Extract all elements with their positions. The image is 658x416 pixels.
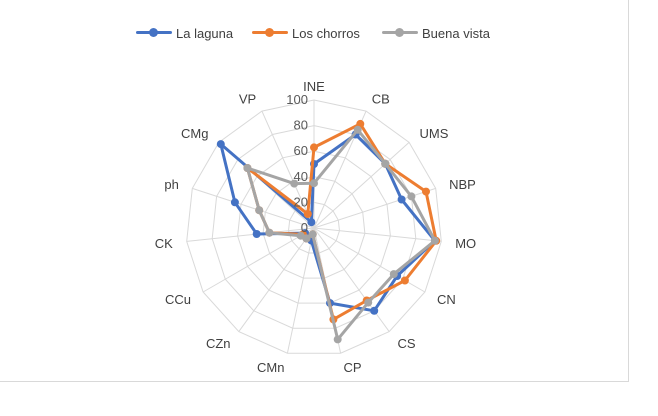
point-buena-vista-ph [255,206,264,215]
spoke-cmn [286,227,315,354]
series-line-buena-vista [245,128,437,341]
spoke-nbp [313,187,436,229]
point-buena-vista-cp [333,335,342,344]
category-label-ck: CK [155,236,173,251]
point-la-laguna-nbp [397,195,406,204]
category-label-cmn: CMn [257,360,284,375]
point-buena-vista-ums [381,159,390,168]
point-los-chorros-nbp [422,187,430,196]
category-label-ccu: CCu [165,292,191,307]
category-label-ums: UMS [420,126,449,141]
point-buena-vista-vp [290,179,299,188]
point-buena-vista-ine [310,179,318,188]
legend-swatch-los-chorros [250,22,290,44]
spoke-cs [313,227,390,332]
series-line-la-laguna [219,133,437,313]
chart-border-bottom [0,381,629,382]
spoke-mo [313,227,442,242]
category-label-mo: MO [455,236,476,251]
spoke-czn [238,227,315,332]
point-la-laguna-cs [370,306,379,315]
legend-item-buena-vista: Buena vista [380,22,490,44]
spoke-ph [192,187,315,229]
point-buena-vista-cb [353,125,362,134]
category-label-nbp: NBP [449,177,476,192]
category-label-ph: ph [164,177,178,192]
legend: La laguna Los chorros Buena vista [0,22,658,44]
spoke-vp [261,110,315,229]
r-tick-label-0: 0 [301,220,308,235]
legend-label-la-laguna: La laguna [176,25,234,41]
legend-label-buena-vista: Buena vista [422,25,490,41]
series-line-los-chorros [245,122,438,321]
category-label-cs: CS [398,336,416,351]
legend-swatch-la-laguna [134,22,174,44]
legend-item-los-chorros: Los chorros [250,22,360,44]
grid-ring-80 [211,125,417,329]
point-la-laguna-ph [230,198,239,207]
r-tick-label-80: 80 [294,118,308,133]
point-los-chorros-ine [310,143,318,152]
category-label-cp: CP [344,360,362,375]
legend-item-la-laguna: La laguna [134,22,233,44]
spoke-ums [313,142,410,229]
legend-swatch-buena-vista [380,22,420,44]
r-tick-label-100: 100 [286,92,308,107]
r-tick-label-40: 40 [294,169,308,184]
point-los-chorros-vp [303,210,312,218]
grid-ring-60 [237,150,391,304]
category-label-cn: CN [437,292,456,307]
point-buena-vista-cs [364,298,373,307]
point-buena-vista-cmn [308,230,317,239]
r-tick-label-20: 20 [294,194,308,209]
category-label-cmg: CMg [181,126,208,141]
spoke-ccu [202,227,315,293]
r-tick-label-60: 60 [294,143,308,158]
point-la-laguna-ck [252,230,261,238]
point-buena-vista-cmg [243,164,252,172]
point-buena-vista-ccu [296,231,305,240]
spoke-ck [186,227,315,242]
grid-ring-40 [262,176,366,279]
point-buena-vista-nbp [407,192,416,201]
point-la-laguna-cmg [216,140,225,149]
chart-border-right [628,0,629,382]
point-buena-vista-ck [265,228,274,237]
category-label-cb: CB [372,91,390,106]
grid-ring-100 [186,99,442,354]
legend-label-los-chorros: Los chorros [292,25,360,41]
category-label-czn: CZn [206,336,231,351]
category-label-ine: INE [303,79,325,94]
point-la-laguna-vp [307,218,316,227]
category-label-vp: VP [239,91,256,106]
point-buena-vista-mo [430,236,439,245]
point-buena-vista-cn [389,270,398,279]
point-los-chorros-cn [400,276,409,285]
